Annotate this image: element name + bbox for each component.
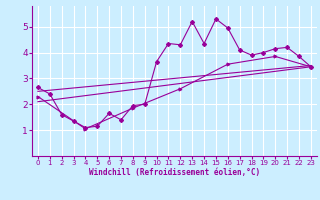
X-axis label: Windchill (Refroidissement éolien,°C): Windchill (Refroidissement éolien,°C)	[89, 168, 260, 177]
